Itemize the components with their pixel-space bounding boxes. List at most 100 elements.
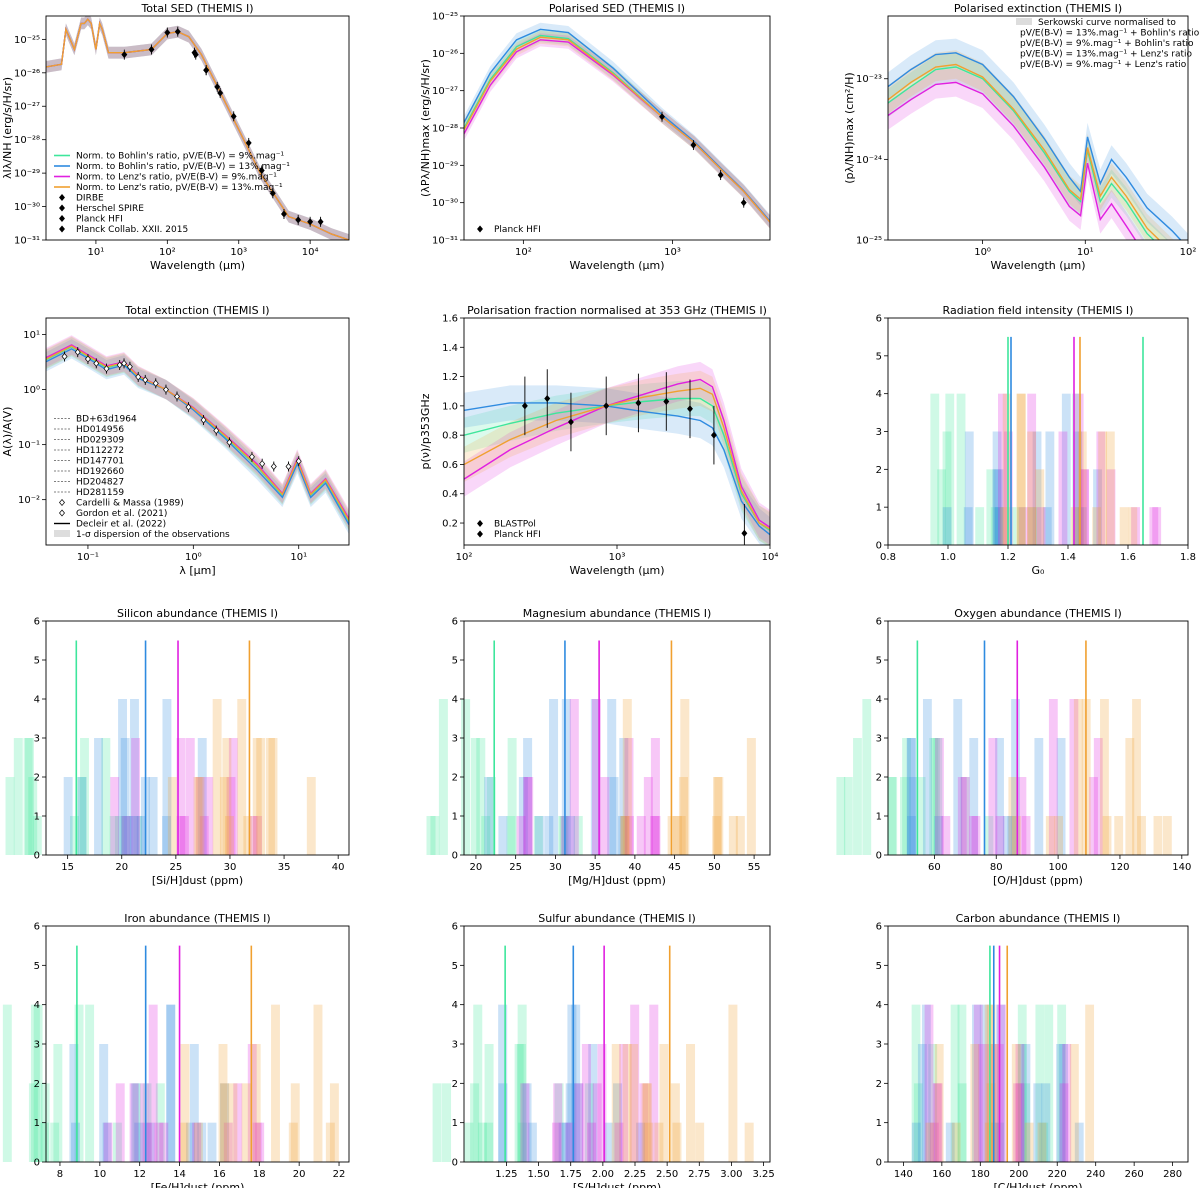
y-tick-label: 3 xyxy=(876,734,882,745)
data-point xyxy=(740,199,747,207)
data-point xyxy=(192,51,199,59)
y-tick-label: 2 xyxy=(876,773,882,784)
chart-polarised-extinction: Polarised extinction (THEMIS I) 10⁰ 10¹ 10²… xyxy=(843,2,1200,272)
legend: Norm. to Bohlin's ratio, pV/E(B-V) = 9%.… xyxy=(54,152,290,235)
histogram-bar xyxy=(650,816,660,855)
histogram-bar xyxy=(957,1004,967,1162)
histogram-bar xyxy=(101,738,111,855)
histogram-bar xyxy=(131,738,141,855)
histogram-bar xyxy=(129,1083,139,1162)
y-tick-label: 5 xyxy=(876,961,882,972)
histogram-bar xyxy=(518,777,528,855)
histogram-bar xyxy=(225,816,234,855)
histogram-bar xyxy=(71,1122,80,1162)
legend-marker xyxy=(477,530,483,538)
histogram-bar xyxy=(1028,507,1037,545)
histogram-bar xyxy=(207,1122,217,1162)
histogram-bar xyxy=(620,816,630,855)
histogram-bar xyxy=(911,1004,921,1162)
data-point xyxy=(663,397,670,406)
histogram-bar xyxy=(678,777,688,855)
legend-entry: BD+63d1964 xyxy=(76,415,137,425)
y-tick-label: 6 xyxy=(452,617,458,628)
y-tick-label: 3 xyxy=(452,734,458,745)
histogram-bar xyxy=(148,777,158,855)
histogram-bar xyxy=(931,738,940,855)
y-tick-label: 3 xyxy=(34,1040,40,1051)
y-tick-label: 6 xyxy=(452,922,458,933)
y-tick-label: 10⁻³¹ xyxy=(14,236,40,247)
data-point xyxy=(245,139,252,147)
legend-swatch xyxy=(54,530,70,537)
y-tick-label: 10⁻³¹ xyxy=(432,236,458,247)
histogram-bar xyxy=(218,1044,228,1162)
histogram-bar xyxy=(911,1122,921,1162)
histogram-bar xyxy=(1102,816,1112,855)
histogram-bar xyxy=(430,816,440,855)
histogram-bar xyxy=(1036,507,1046,545)
histogram-bar xyxy=(69,816,79,855)
y-tick-label: 10¹ xyxy=(23,330,40,341)
histogram-bar xyxy=(39,1122,49,1162)
histogram-bar xyxy=(950,1004,960,1162)
histogram-bar xyxy=(969,738,979,855)
histogram-bar xyxy=(271,1004,280,1162)
histogram-bar xyxy=(620,816,630,855)
histogram-bar xyxy=(1062,1044,1072,1162)
y-tick-label: 0.4 xyxy=(442,489,458,500)
series-band-3 xyxy=(46,16,349,240)
x-tick-label: 10¹ xyxy=(290,552,307,563)
histogram-bar xyxy=(862,699,872,855)
histogram-bar xyxy=(197,738,207,855)
histogram-bar xyxy=(746,738,756,855)
x-tick-label: 3.25 xyxy=(752,1169,774,1180)
histogram-bar xyxy=(461,699,471,855)
data-point xyxy=(164,29,171,37)
histogram-bar xyxy=(219,777,229,855)
histogram-bar xyxy=(565,1122,575,1162)
histogram-bar xyxy=(995,738,1004,855)
histogram-bar xyxy=(1034,738,1044,855)
legend-entry: Norm. to Lenz's ratio, pV/E(B-V) = 13%.m… xyxy=(76,183,283,193)
histogram-bar xyxy=(650,738,660,855)
series-line-3 xyxy=(46,345,349,521)
x-tick-label: 280 xyxy=(1163,1169,1182,1180)
legend-entry: Norm. to Bohlin's ratio, pV/E(B-V) = 9%.… xyxy=(76,152,285,162)
histogram-bar xyxy=(1048,699,1058,855)
histogram-bar xyxy=(902,738,911,855)
legend-entry: Planck HFI xyxy=(494,530,541,540)
histogram-bar xyxy=(907,738,916,855)
histogram-bar xyxy=(237,699,247,855)
y-tick-label: 3 xyxy=(876,1040,882,1051)
histogram-bar xyxy=(1058,431,1068,545)
histogram-bar xyxy=(1056,738,1066,855)
histogram-bar xyxy=(523,777,533,855)
y-tick-label: 3 xyxy=(876,427,882,438)
legend-marker xyxy=(477,225,483,233)
histogram-bar xyxy=(498,816,508,855)
data-point xyxy=(258,166,265,175)
histogram-bar xyxy=(253,816,263,855)
x-axis-label: [Fe/H]dust (ppm) xyxy=(151,1181,245,1188)
histogram-bar xyxy=(622,1044,632,1162)
x-tick-label: 2.50 xyxy=(656,1169,678,1180)
histogram-bar xyxy=(1072,393,1082,545)
y-tick-label: 5 xyxy=(876,656,882,667)
histogram-bar xyxy=(639,1083,649,1162)
legend: BD+63d1964HD014956HD029309HD112272HD1477… xyxy=(54,415,230,540)
data-point xyxy=(285,462,292,471)
histogram-bar xyxy=(522,1083,532,1162)
y-tick-label: 1.2 xyxy=(442,372,458,383)
y-tick-label: 10⁻²⁵ xyxy=(14,35,40,46)
series-line-2 xyxy=(888,81,1137,240)
legend-entry: HD281159 xyxy=(76,488,124,498)
histogram-bar xyxy=(971,816,981,855)
x-tick-label: 20 xyxy=(470,862,483,873)
histogram-bar xyxy=(1098,431,1108,545)
histogram-bar xyxy=(553,1083,563,1162)
histogram-bar xyxy=(937,469,946,545)
histogram-bar xyxy=(561,699,571,855)
histogram-bar xyxy=(1027,393,1037,545)
histogram-bar xyxy=(1074,393,1084,545)
histogram-bar xyxy=(1056,1044,1065,1162)
